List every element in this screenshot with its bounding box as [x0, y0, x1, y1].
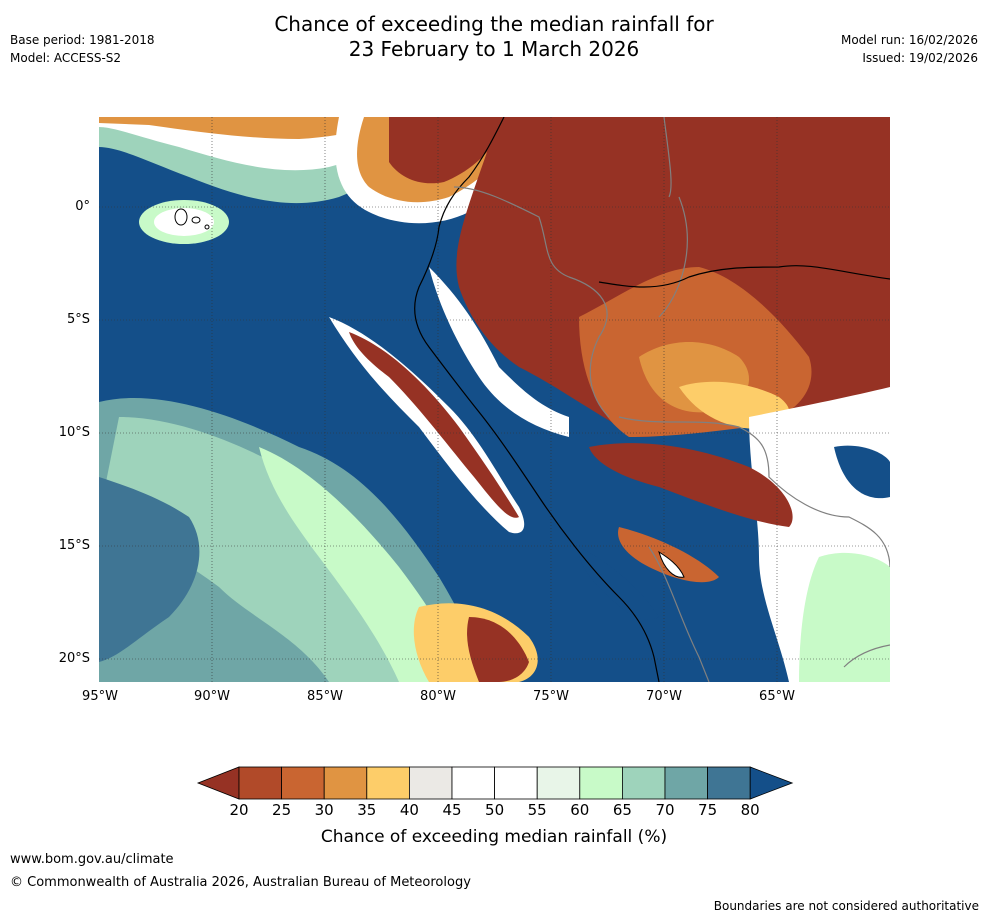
region-altiplano-brown	[589, 443, 793, 527]
country-borders	[453, 117, 890, 682]
region-peru-coast-brown	[349, 332, 519, 518]
website-url: www.bom.gov.au/climate	[10, 852, 174, 867]
page-title: Chance of exceeding the median rainfall …	[0, 12, 988, 62]
colorbar-tick-label: 50	[485, 801, 505, 819]
colorbar-swatch	[536, 766, 581, 800]
lon-label-75w: 75°W	[533, 689, 569, 704]
galapagos-islands	[174, 208, 210, 230]
region-southwest-lightgreen	[259, 447, 464, 682]
lon-label-90w: 90°W	[194, 689, 230, 704]
island-santa-cruz	[191, 216, 201, 224]
colorbar-swatch	[408, 766, 453, 800]
lat-label-20s: 20°S	[58, 651, 90, 666]
colorbar-swatch	[366, 766, 410, 800]
amazon-river	[598, 265, 890, 288]
colorbar-title: Chance of exceeding median rainfall (%)	[320, 827, 668, 847]
colorbar-tick-label: 75	[698, 801, 718, 819]
lon-label-65w: 65°W	[759, 689, 795, 704]
colorbar-tick-label: 55	[527, 801, 547, 819]
lat-label-0: 0°	[75, 199, 90, 214]
colorbar-swatch	[451, 766, 495, 800]
colorbar-tick-label: 25	[272, 801, 292, 819]
metadata-right: Model run: 16/02/2026 Issued: 19/02/2026	[841, 31, 978, 67]
region-east-blue	[834, 445, 890, 499]
colorbar-tick-label: 35	[357, 801, 377, 819]
colorbar-swatch	[707, 766, 751, 800]
colorbar-tick-label: 30	[314, 801, 334, 819]
colorbar-tick-label: 60	[570, 801, 590, 819]
colorbar-extend-high	[749, 766, 794, 800]
lat-label-10s: 10°S	[58, 425, 90, 440]
model-run: Model run: 16/02/2026	[840, 33, 978, 47]
copyright: © Commonwealth of Australia 2026, Austra…	[10, 875, 471, 890]
colorbar-tick-label: 20	[229, 801, 249, 819]
rainfall-map	[99, 117, 890, 682]
title-line-1: Chance of exceeding the median rainfall …	[274, 12, 714, 36]
colorbar-swatch	[238, 766, 282, 800]
base-period: Base period: 1981-2018	[10, 33, 155, 47]
colorbar-extend-low	[196, 766, 240, 800]
metadata-left: Base period: 1981-2018 Model: ACCESS-S2	[10, 31, 155, 67]
disclaimer: Boundaries are not considered authoritat…	[713, 899, 979, 913]
region-north-center-brown	[389, 117, 509, 184]
colorbar-tick-label: 80	[740, 801, 760, 819]
colorbar-tick-label: 65	[612, 801, 632, 819]
island-san-cristobal	[204, 224, 210, 230]
model-name: Model: ACCESS-S2	[10, 51, 122, 65]
colorbar-tick-label: 70	[655, 801, 675, 819]
colorbar-swatch	[281, 766, 325, 800]
colorbar-swatch	[621, 766, 666, 800]
region-east-green	[799, 552, 890, 682]
colorbar-swatch	[664, 766, 708, 800]
island-isabela	[174, 208, 188, 226]
issued-date: Issued: 19/02/2026	[862, 51, 978, 65]
region-inland-blue	[578, 547, 659, 620]
colorbar-swatch	[323, 766, 368, 800]
colorbar	[196, 766, 794, 800]
title-line-2: 23 February to 1 March 2026	[348, 37, 640, 61]
region-altiplano-orange	[618, 527, 719, 583]
colorbar-tick-label: 40	[399, 801, 419, 819]
colorbar-swatch	[579, 766, 623, 800]
lon-label-70w: 70°W	[646, 689, 682, 704]
lat-label-5s: 5°S	[66, 312, 90, 327]
colorbar-tick-label: 45	[442, 801, 462, 819]
region-south-brown	[467, 617, 529, 682]
coastline	[414, 117, 660, 682]
colorbar-swatch	[494, 766, 538, 800]
lon-label-95w: 95°W	[82, 689, 118, 704]
graticule	[99, 117, 890, 682]
region-north-orange	[99, 117, 409, 139]
region-southwest-dark	[99, 477, 200, 662]
lon-label-85w: 85°W	[307, 689, 343, 704]
lon-label-80w: 80°W	[420, 689, 456, 704]
region-andes-white	[429, 267, 569, 437]
lake-titicaca	[658, 550, 685, 578]
lat-label-15s: 15°S	[58, 538, 90, 553]
region-peru-coast-white	[329, 317, 525, 534]
